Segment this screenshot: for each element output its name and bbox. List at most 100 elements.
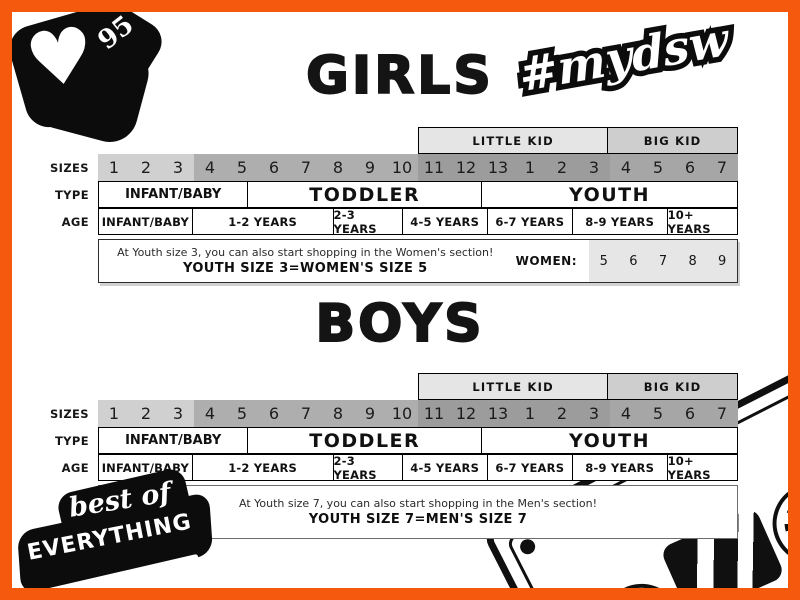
likes-sticker: ♥ 95 <box>12 8 170 154</box>
boys-type-toddler: TODDLER <box>248 427 483 454</box>
girls-age-cell: 4-5 YEARS <box>402 208 488 235</box>
note-equivalence: YOUTH SIZE 3=WOMEN'S SIZE 5 <box>182 261 428 276</box>
women-size-value: 6 <box>629 253 638 269</box>
girls-size-cell: 2 <box>130 154 162 181</box>
boys-size-cell: 7 <box>290 400 322 427</box>
boys-sizes-row: SIZES 1 2 3 4 5 6 7 8 9 10 11 12 13 1 2 3 4 5 6 7 <box>12 400 738 427</box>
girls-age-cell: 6-7 YEARS <box>487 208 573 235</box>
boys-size-cell: 7 <box>706 400 738 427</box>
girls-size-cell: 1 <box>98 154 130 181</box>
type-row-label: TYPE <box>54 433 89 448</box>
cassette-screw <box>789 398 800 418</box>
boys-age-cell: INFANT/BABY <box>98 454 193 481</box>
boys-type-youth: YOUTH <box>482 427 738 454</box>
girls-size-cell: 4 <box>194 154 226 181</box>
girls-type-infant-baby: INFANT/BABY <box>98 181 249 208</box>
kid-header-spacer <box>98 373 418 400</box>
girls-crossover-note: At Youth size 3, you can also start shop… <box>98 239 738 283</box>
boys-size-cell: 6 <box>674 400 706 427</box>
boys-age-cell: 4-5 YEARS <box>402 454 488 481</box>
age-row-label: AGE <box>61 460 89 475</box>
girls-size-cell: 6 <box>258 154 290 181</box>
boys-size-cell: 13 <box>482 400 514 427</box>
girls-age-cell: 1-2 YEARS <box>192 208 334 235</box>
girls-age-row: AGE INFANT/BABY 1-2 YEARS 2-3 YEARS 4-5 YEA… <box>12 208 738 236</box>
sizes-row-label: SIZES <box>49 406 89 421</box>
girls-size-cell: 11 <box>418 154 450 181</box>
boys-size-cell: 10 <box>386 400 418 427</box>
boys-size-table: LITTLE KID BIG KID SIZES 1 2 3 4 5 6 7 8 9 10 11 12 1… <box>12 373 738 539</box>
girls-age-cell: INFANT/BABY <box>98 208 193 235</box>
women-size-value: 8 <box>688 253 697 269</box>
boys-type-row: TYPE INFANT/BABY TODDLER YOUTH <box>12 427 738 454</box>
girls-age-cell: 2-3 YEARS <box>333 208 403 236</box>
boys-age-cell: 8-9 YEARS <box>572 454 668 481</box>
girls-size-cell: 10 <box>386 154 418 181</box>
sizes-row-label: SIZES <box>49 160 89 175</box>
boys-size-cell: 1 <box>98 400 130 427</box>
girls-type-youth: YOUTH <box>482 181 738 208</box>
girls-type-toddler: TODDLER <box>248 181 483 208</box>
boys-size-cell: 2 <box>130 400 162 427</box>
women-label: WOMEN: <box>515 254 577 268</box>
girls-kid-category-row: LITTLE KID BIG KID <box>12 127 738 154</box>
boys-size-cell: 1 <box>514 400 546 427</box>
girls-size-cell: 4 <box>610 154 642 181</box>
girls-age-cell: 8-9 YEARS <box>572 208 668 235</box>
boys-size-cell: 3 <box>162 400 194 427</box>
boys-header-little-kid: LITTLE KID <box>418 373 609 400</box>
boys-size-cell: 5 <box>226 400 258 427</box>
girls-type-row: TYPE INFANT/BABY TODDLER YOUTH <box>12 181 738 208</box>
note-equivalence: YOUTH SIZE 7=MEN'S SIZE 7 <box>308 512 528 527</box>
girls-size-cell: 13 <box>482 154 514 181</box>
heart-icon: ♥ <box>20 8 100 107</box>
girls-size-cell: 7 <box>290 154 322 181</box>
boys-type-infant-baby: INFANT/BABY <box>98 427 249 454</box>
boys-title: BOYS <box>314 293 485 355</box>
girls-header-little-kid: LITTLE KID <box>418 127 609 154</box>
age-row-label: AGE <box>61 214 89 229</box>
women-size-value: 9 <box>718 253 727 269</box>
girls-size-cell: 5 <box>226 154 258 181</box>
boys-size-cell: 5 <box>642 400 674 427</box>
boys-size-cell: 9 <box>354 400 386 427</box>
boys-size-cell: 12 <box>450 400 482 427</box>
boys-size-cell: 6 <box>258 400 290 427</box>
girls-size-cell: 3 <box>162 154 194 181</box>
girls-age-cell: 10+ YEARS <box>667 208 738 236</box>
note-text: At Youth size 3, you can also start shop… <box>117 246 494 259</box>
girls-size-table: LITTLE KID BIG KID SIZES 1 2 3 4 5 6 7 8 9 10 11 12 1… <box>12 127 738 283</box>
note-text: At Youth size 7, you can also start shop… <box>238 497 598 510</box>
boys-size-cell: 2 <box>546 400 578 427</box>
girls-size-cell: 2 <box>546 154 578 181</box>
boys-size-cell: 4 <box>194 400 226 427</box>
girls-size-cell: 7 <box>706 154 738 181</box>
boys-age-cell: 1-2 YEARS <box>192 454 334 481</box>
boys-size-cell: 4 <box>610 400 642 427</box>
boys-size-cell: 3 <box>578 400 610 427</box>
boys-age-cell: 10+ YEARS <box>667 454 738 482</box>
girls-size-cell: 9 <box>354 154 386 181</box>
boys-age-cell: 2-3 YEARS <box>333 454 403 482</box>
boys-age-cell: 6-7 YEARS <box>487 454 573 481</box>
women-size-value: 5 <box>599 253 608 269</box>
women-size-value: 7 <box>658 253 668 269</box>
girls-title: GIRLS <box>305 45 494 107</box>
boys-header-big-kid: BIG KID <box>608 373 738 400</box>
girls-header-big-kid: BIG KID <box>608 127 738 154</box>
girls-size-cell: 1 <box>514 154 546 181</box>
boys-age-row: AGE INFANT/BABY 1-2 YEARS 2-3 YEARS 4-5 YEA… <box>12 454 738 482</box>
empty-row-label <box>12 373 98 400</box>
girls-size-cell: 3 <box>578 154 610 181</box>
women-sizes-strip: 5 6 7 8 9 <box>589 240 737 282</box>
girls-size-cell: 6 <box>674 154 706 181</box>
girls-size-cell: 8 <box>322 154 354 181</box>
girls-size-cell: 5 <box>642 154 674 181</box>
boys-kid-category-row: LITTLE KID BIG KID <box>12 373 738 400</box>
girls-sizes-row: SIZES 1 2 3 4 5 6 7 8 9 10 11 12 13 1 2 3 4 5 6 7 <box>12 154 738 181</box>
boys-size-cell: 8 <box>322 400 354 427</box>
girls-size-cell: 12 <box>450 154 482 181</box>
type-row-label: TYPE <box>54 187 89 202</box>
boys-size-cell: 11 <box>418 400 450 427</box>
